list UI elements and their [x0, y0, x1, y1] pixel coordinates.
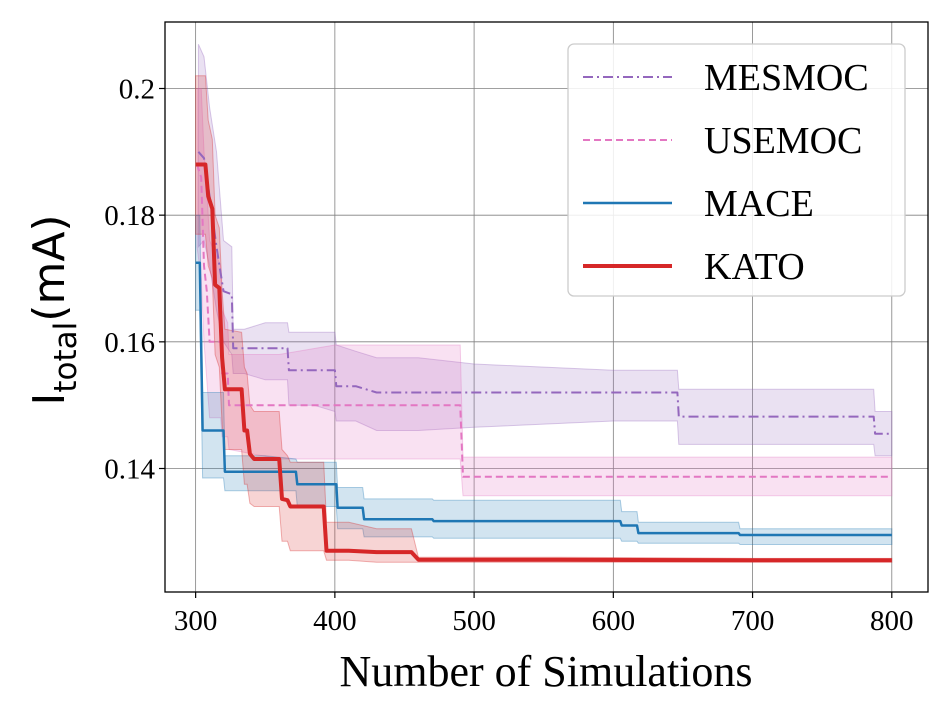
y-axis-label-unit: (mA) [24, 214, 75, 321]
y-axis-ticks: 0.14 0.16 0.18 0.2 [104, 74, 165, 486]
band-mace [195, 214, 893, 545]
legend-box [567, 43, 906, 297]
legend-label-kato: KATO [704, 246, 805, 288]
legend-label-mesmoc: MESMOC [704, 57, 869, 99]
line-kato [195, 162, 892, 563]
x-tick-label: 800 [870, 605, 914, 637]
y-axis-label-subscript: total [48, 322, 84, 393]
confidence-bands [195, 43, 893, 563]
x-tick-label: 300 [174, 605, 218, 637]
line-usemoc [196, 164, 892, 478]
band-mesmoc [197, 43, 893, 457]
legend: MESMOC USEMOC MACE KATO [567, 43, 906, 297]
series-lines [195, 151, 892, 563]
x-tick-label: 400 [313, 605, 357, 637]
y-tick-label: 0.16 [104, 327, 155, 359]
line-mace [195, 261, 892, 537]
legend-label-mace: MACE [704, 183, 814, 225]
y-tick-label: 0.2 [119, 74, 155, 106]
x-tick-label: 500 [452, 605, 496, 637]
legend-label-usemoc: USEMOC [704, 120, 862, 162]
x-tick-label: 600 [592, 605, 636, 637]
y-axis-label: Itotal(mA) [24, 214, 84, 405]
y-tick-label: 0.18 [104, 200, 155, 232]
x-tick-label: 700 [731, 605, 775, 637]
y-tick-label: 0.14 [104, 454, 155, 486]
plot-frame [164, 21, 929, 593]
line-mesmoc [197, 151, 892, 435]
y-axis-label-main: I [24, 393, 75, 406]
x-axis-ticks: 300 400 500 600 700 800 [174, 592, 914, 637]
x-axis-label: Number of Simulations [339, 647, 752, 696]
